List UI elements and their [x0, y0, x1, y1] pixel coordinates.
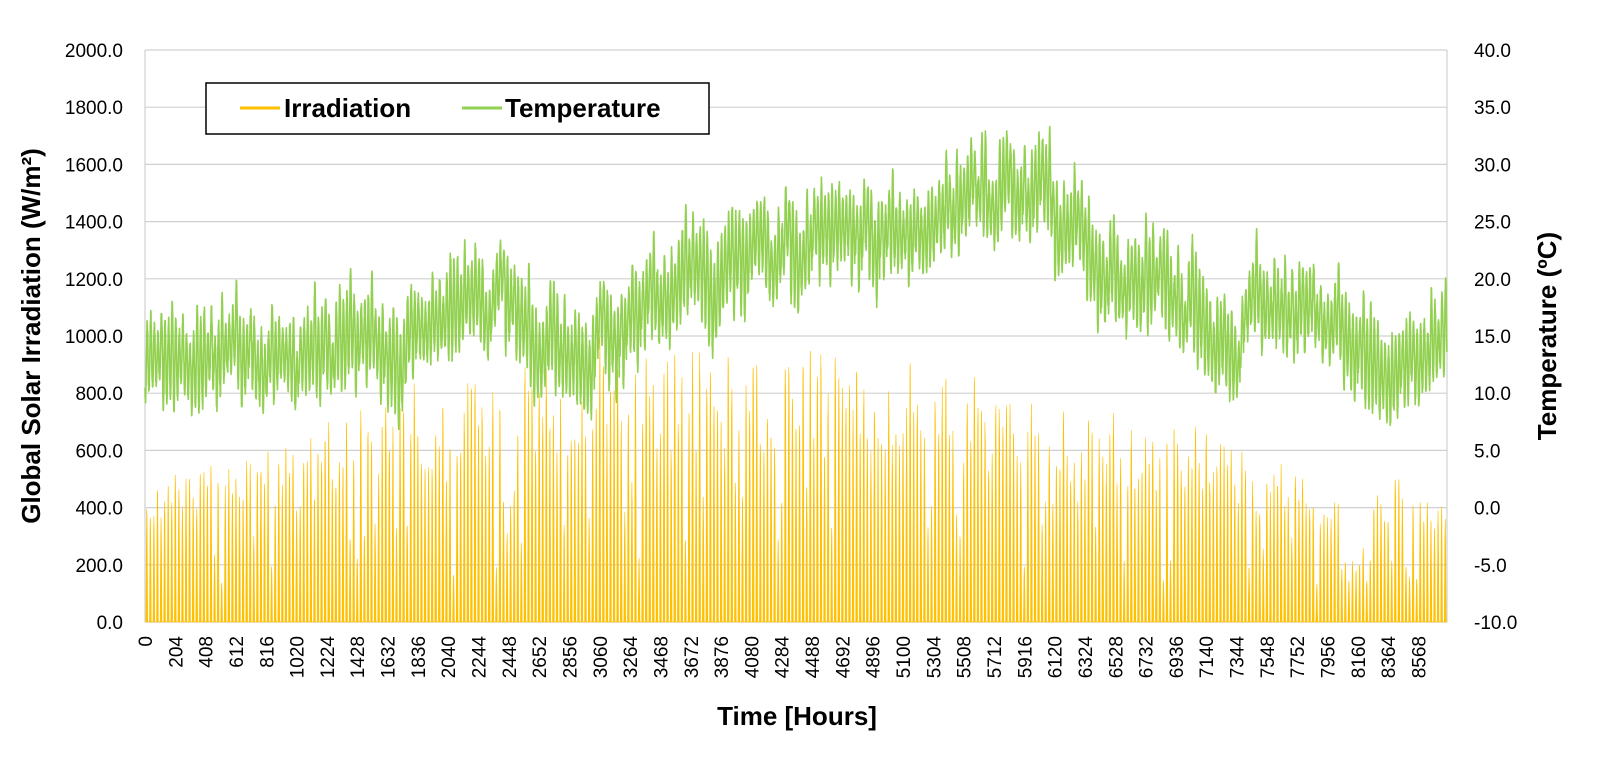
y-tick-label: 1000.0	[65, 327, 123, 348]
y-tick-label: 400.0	[75, 499, 123, 520]
x-tick-label: 4896	[864, 636, 885, 678]
x-tick-label: 6732	[1137, 636, 1158, 678]
y2-tick-label: 35.0	[1474, 98, 1511, 119]
x-tick-label: 5100	[894, 636, 915, 678]
x-tick-label: 2856	[560, 636, 581, 678]
x-tick-label: 7344	[1228, 636, 1249, 679]
y-tick-label: 1600.0	[65, 155, 123, 176]
y2-tick-label: 40.0	[1474, 41, 1511, 62]
x-tick-label: 204	[166, 636, 187, 668]
x-tick-label: 6120	[1046, 636, 1067, 678]
x-tick-label: 816	[257, 636, 278, 668]
x-tick-label: 5916	[1015, 636, 1036, 678]
x-tick-label: 2040	[439, 636, 460, 678]
left-y-tick-labels: 0.0 200.0 400.0 600.0 800.0 1000.0 1200.0 1400.…	[65, 41, 123, 634]
x-tick-label: 2652	[530, 636, 551, 678]
legend-temperature-label: Temperature	[505, 93, 661, 123]
y2-tick-label: 10.0	[1474, 384, 1511, 405]
x-tick-label: 2244	[470, 636, 491, 679]
y-tick-label: 1200.0	[65, 270, 123, 291]
x-tick-label: 7548	[1258, 636, 1279, 678]
temperature-series	[144, 125, 1448, 431]
x-tick-label: 3876	[712, 636, 733, 678]
x-tick-label: 6936	[1167, 636, 1188, 678]
y-tick-label: 0.0	[97, 613, 123, 634]
left-y-axis-title: Global Solar Irradiation (W/m²)	[16, 148, 46, 524]
x-tick-label: 4488	[803, 636, 824, 678]
y-tick-label: 1800.0	[65, 98, 123, 119]
x-tick-label: 3060	[591, 636, 612, 678]
x-tick-label: 8160	[1349, 636, 1370, 678]
x-tick-label: 8364	[1379, 636, 1400, 679]
y-tick-label: 600.0	[75, 441, 123, 462]
x-tick-label: 1224	[318, 636, 339, 679]
x-tick-label: 3468	[651, 636, 672, 678]
y2-tick-label: 30.0	[1474, 155, 1511, 176]
x-tick-label: 7140	[1197, 636, 1218, 678]
x-tick-label: 5508	[955, 636, 976, 678]
legend-box	[205, 82, 710, 135]
temperature-line	[144, 125, 1448, 431]
y-tick-label: 1400.0	[65, 213, 123, 234]
x-tick-label: 4284	[773, 636, 794, 679]
y-tick-label: 200.0	[75, 556, 123, 577]
x-tick-label: 5304	[924, 636, 945, 679]
x-tick-label: 0	[136, 636, 157, 647]
y2-tick-label: 25.0	[1474, 213, 1511, 234]
x-tick-label: 1836	[409, 636, 430, 678]
y2-tick-label: 15.0	[1474, 327, 1511, 348]
irradiation-series	[144, 337, 1448, 623]
y2-tick-label: 0.0	[1474, 499, 1500, 520]
x-tick-label: 5712	[985, 636, 1006, 678]
x-tick-label: 6528	[1106, 636, 1127, 678]
x-tick-label: 8568	[1409, 636, 1430, 678]
x-tick-labels: 0 204 408 612 816 1020 1224 1428 1632 1836 2040 224…	[136, 636, 1430, 679]
x-axis-title: Time [Hours]	[717, 701, 877, 731]
x-tick-label: 3264	[621, 636, 642, 679]
x-tick-label: 2448	[500, 636, 521, 678]
legend-irradiation-label: Irradiation	[284, 93, 411, 123]
x-tick-label: 612	[227, 636, 248, 668]
y2-tick-label: 5.0	[1474, 441, 1500, 462]
legend: Irradiation Temperature	[205, 82, 710, 135]
x-tick-label: 1428	[348, 636, 369, 678]
right-y-tick-labels: -10.0 -5.0 0.0 5.0 10.0 15.0 20.0 25.0 30.0 35.0 4…	[1474, 41, 1517, 634]
x-tick-label: 4080	[742, 636, 763, 678]
y-tick-label: 800.0	[75, 384, 123, 405]
right-y-axis-title: Temperature (ºC)	[1532, 232, 1562, 440]
x-tick-label: 1632	[379, 636, 400, 678]
x-tick-label: 3672	[682, 636, 703, 678]
x-tick-label: 1020	[288, 636, 309, 678]
y2-tick-label: 20.0	[1474, 270, 1511, 291]
y2-tick-label: -10.0	[1474, 613, 1517, 634]
y-tick-label: 2000.0	[65, 41, 123, 62]
irradiation-line	[144, 337, 1448, 623]
x-tick-label: 408	[197, 636, 218, 668]
x-tick-label: 6324	[1076, 636, 1097, 679]
x-tick-label: 4692	[833, 636, 854, 678]
x-tick-label: 7752	[1288, 636, 1309, 678]
x-tick-label: 7956	[1319, 636, 1340, 678]
y2-tick-label: -5.0	[1474, 556, 1507, 577]
